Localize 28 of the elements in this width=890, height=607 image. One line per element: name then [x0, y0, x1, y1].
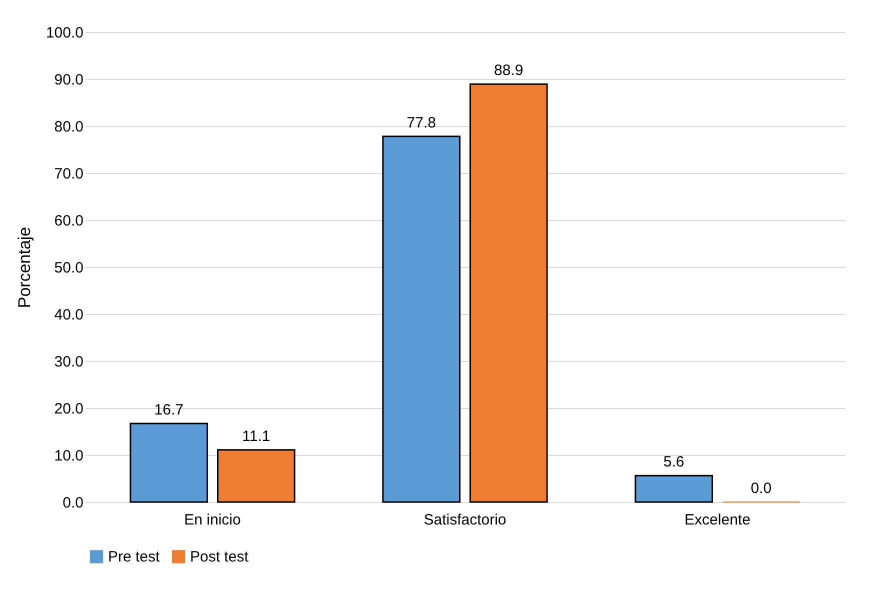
bar: [469, 83, 548, 503]
bar: [634, 474, 714, 503]
y-tick-label: 100.0: [46, 24, 84, 42]
data-label: 5.6: [663, 454, 684, 471]
y-tick-label: 50.0: [54, 260, 84, 276]
bar: [216, 449, 296, 503]
y-tick-label: 90.0: [54, 72, 84, 88]
x-tick-label: En inicio: [184, 512, 241, 528]
data-label: 11.1: [242, 428, 270, 445]
y-tick-label: 30.0: [54, 354, 84, 370]
data-label: 16.7: [154, 402, 184, 419]
data-label: 0.0: [750, 480, 772, 497]
data-label: 77.8: [406, 114, 436, 132]
y-tick-label: 80.0: [54, 118, 84, 136]
y-tick-label: 40.0: [54, 306, 84, 324]
y-tick-label: 10.0: [54, 448, 84, 464]
x-tick-label: Satisfactorio: [424, 512, 506, 528]
y-tick-label: 20.0: [54, 400, 84, 418]
y-tick-label: 70.0: [54, 166, 84, 182]
x-tick-label: Excelente: [684, 512, 750, 528]
bar: [130, 422, 208, 503]
bar: [382, 136, 461, 503]
legend-label: Post test: [190, 548, 250, 566]
y-tick-label: 0.0: [62, 494, 84, 512]
y-axis-title: Porcentaje: [14, 226, 34, 308]
data-label: 88.9: [494, 62, 524, 80]
legend-label: Pre test: [108, 548, 161, 566]
y-tick-label: 60.0: [54, 212, 84, 230]
